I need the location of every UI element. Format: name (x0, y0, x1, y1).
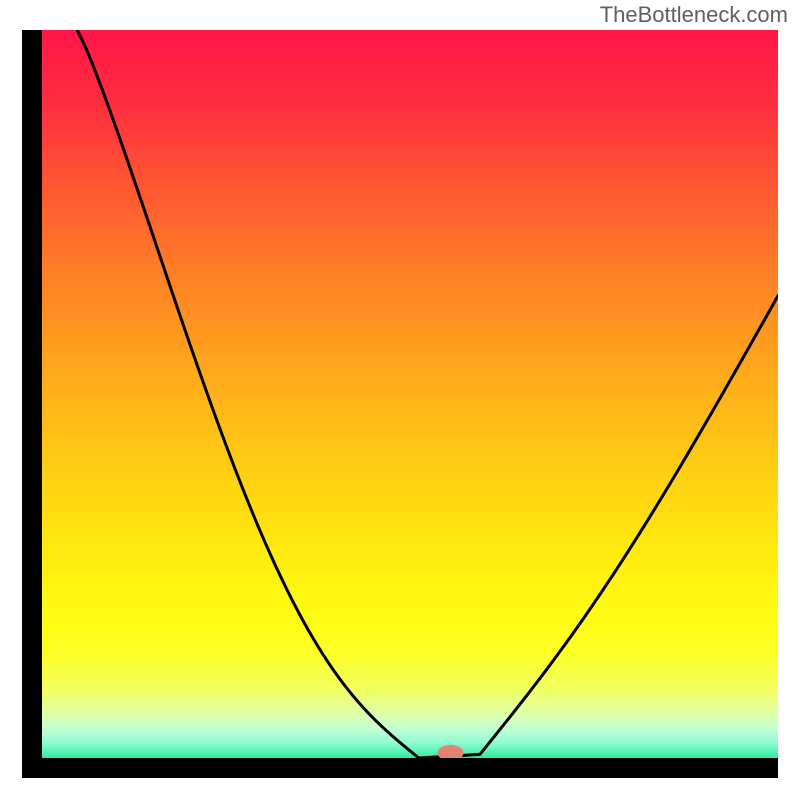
plot-frame (22, 30, 778, 778)
background-gradient (42, 30, 778, 758)
watermark-text: TheBottleneck.com (600, 2, 788, 28)
chart-root: { "watermark": { "text": "TheBottleneck.… (0, 0, 800, 800)
plot-area (42, 30, 778, 758)
